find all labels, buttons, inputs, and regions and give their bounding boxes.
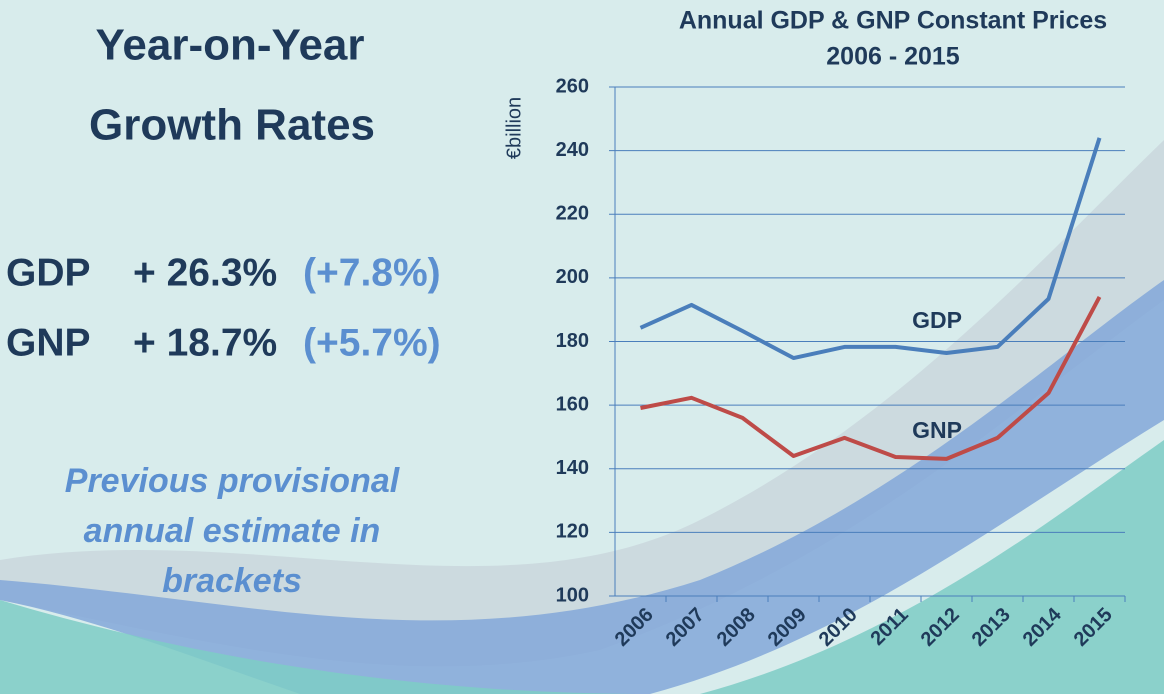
y-tick-label: 180: [556, 330, 589, 352]
swoosh: [0, 280, 1164, 694]
swoosh: [0, 440, 1164, 694]
y-tick-label: 140: [556, 457, 589, 479]
y-tick-label: 160: [556, 393, 589, 415]
y-tick-label: 200: [556, 266, 589, 288]
slide-title: Year-on-Year: [95, 21, 364, 70]
y-tick-label: 260: [556, 75, 589, 97]
row-label: GDP: [6, 251, 91, 294]
row-label: GNP: [6, 321, 91, 364]
y-axis-label: €billion: [503, 97, 525, 159]
row-previous: (+7.8%): [303, 251, 441, 294]
y-tick-label: 100: [556, 584, 589, 606]
row-value: + 26.3%: [133, 251, 277, 294]
chart-subtitle: 2006 - 2015: [826, 43, 960, 71]
y-tick-label: 120: [556, 521, 589, 543]
slide-title: Growth Rates: [89, 101, 375, 150]
y-tick-label: 220: [556, 203, 589, 225]
series-line: [639, 137, 1102, 361]
note: annual estimate in: [84, 512, 381, 550]
row-value: + 18.7%: [133, 321, 277, 364]
note: brackets: [162, 562, 302, 600]
series-line: [640, 296, 1102, 461]
series-label: GNP: [912, 417, 962, 443]
y-tick-label: 240: [556, 139, 589, 161]
note: Previous provisional: [65, 462, 401, 500]
series-label: GDP: [912, 307, 962, 333]
chart-title: Annual GDP & GNP Constant Prices: [679, 7, 1107, 35]
row-previous: (+5.7%): [303, 321, 441, 364]
